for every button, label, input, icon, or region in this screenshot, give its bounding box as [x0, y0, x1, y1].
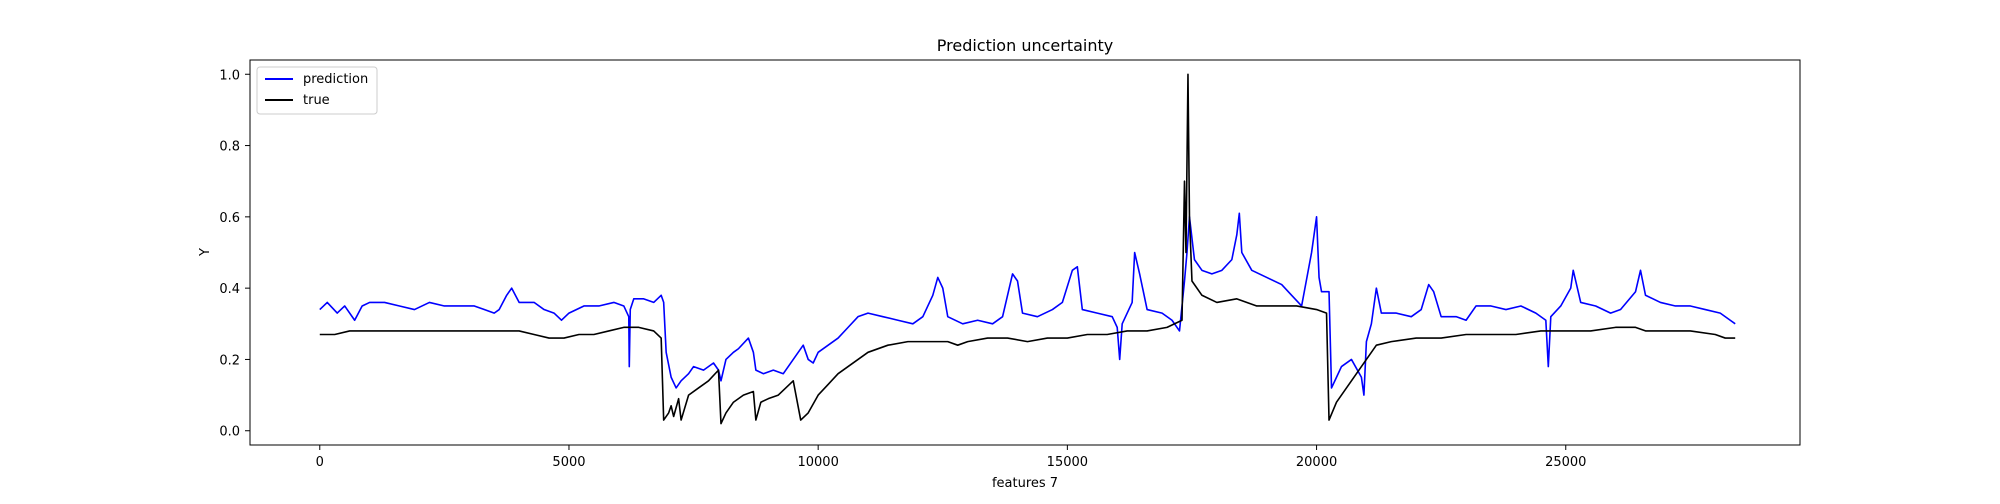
x-tick-label: 20000 — [1296, 455, 1337, 470]
y-tick-label: 0.6 — [219, 211, 240, 226]
series-line-prediction — [319, 212, 1736, 396]
axes-frame — [249, 59, 1801, 446]
series-line-true — [319, 73, 1736, 425]
plot-lines — [319, 73, 1736, 425]
x-axis: 0 5000 10000 15000 20000 25000 — [316, 445, 1586, 470]
legend-label-prediction: prediction — [303, 72, 368, 87]
legend-label-true: true — [303, 93, 330, 108]
x-tick-label: 15000 — [1047, 455, 1088, 470]
legend: prediction true — [256, 66, 378, 115]
y-tick-label: 0.8 — [219, 140, 240, 155]
x-tick-label: 10000 — [797, 455, 838, 470]
y-axis: 0.0 0.2 0.4 0.6 0.8 1.0 — [219, 68, 250, 440]
y-tick-label: 0.2 — [219, 353, 240, 368]
y-tick-label: 1.0 — [219, 68, 240, 83]
chart-title: Prediction uncertainty — [937, 36, 1113, 55]
x-tick-label: 5000 — [552, 455, 585, 470]
x-tick-label: 0 — [316, 455, 324, 470]
y-axis-label: Y — [198, 248, 213, 257]
y-tick-label: 0.4 — [219, 282, 240, 297]
x-tick-label: 25000 — [1545, 455, 1586, 470]
y-tick-label: 0.0 — [219, 425, 240, 440]
x-axis-label: features 7 — [992, 476, 1058, 491]
